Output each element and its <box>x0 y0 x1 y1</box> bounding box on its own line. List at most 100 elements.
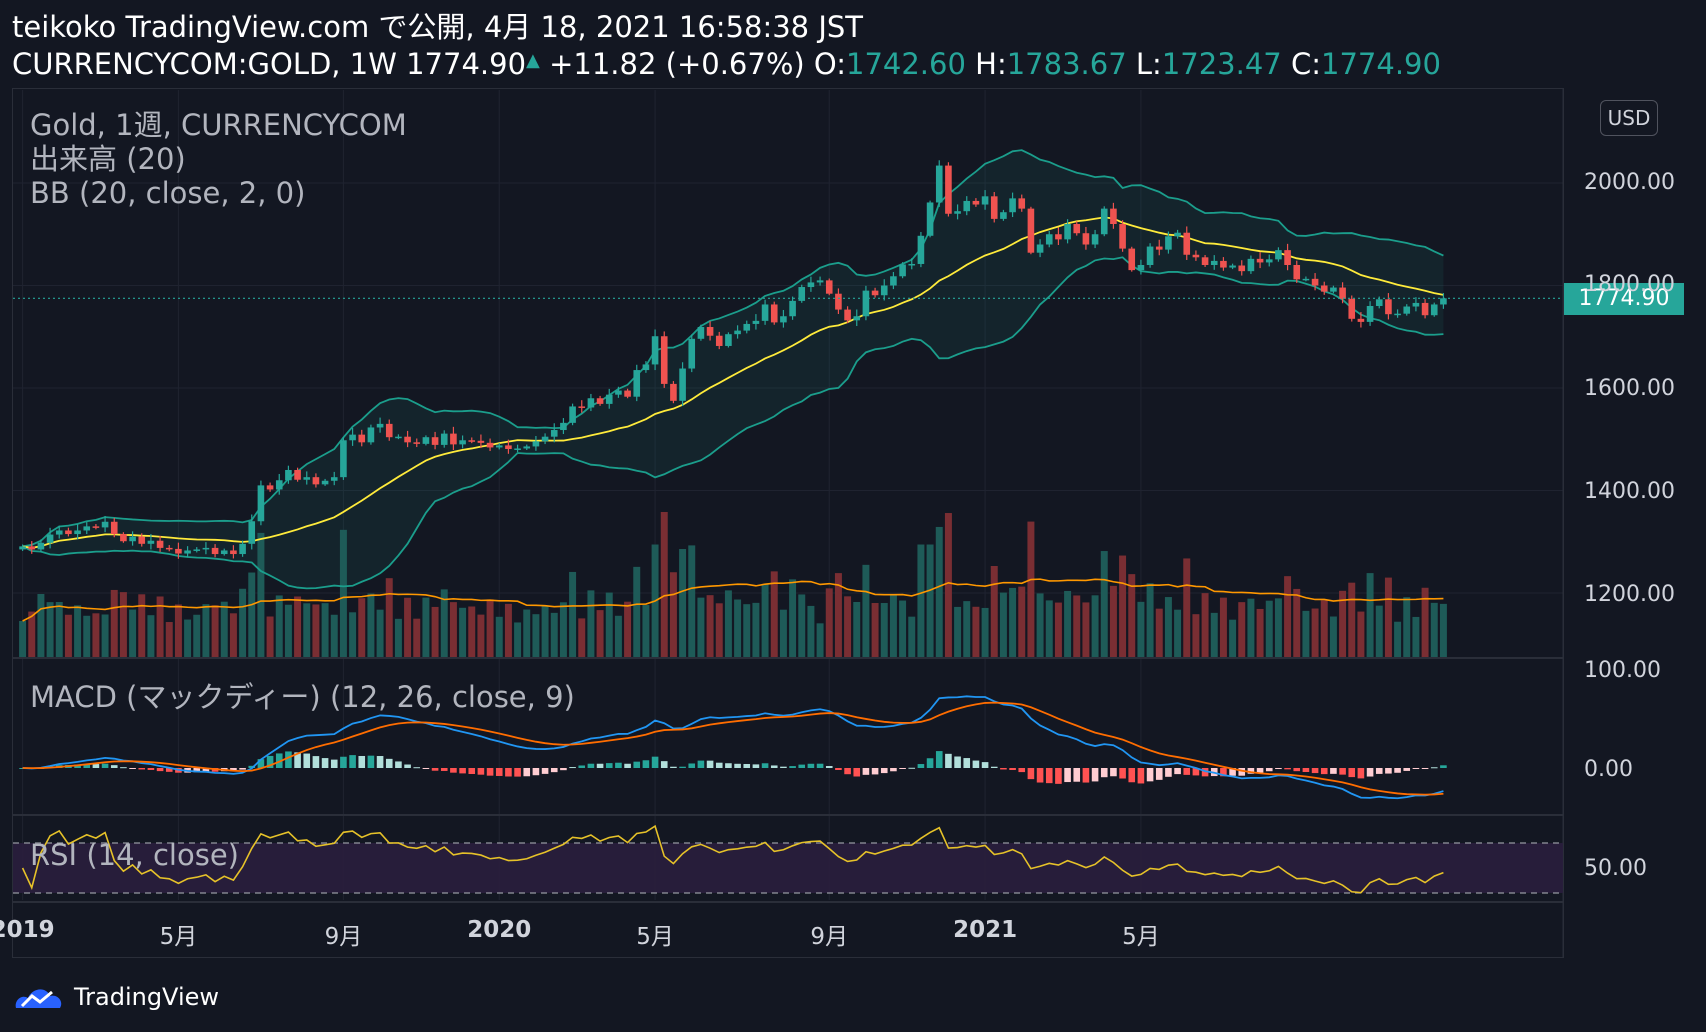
macd-histogram-bar <box>248 765 256 768</box>
macd-histogram-bar <box>486 768 494 776</box>
volume-bar <box>715 603 723 657</box>
candle-body <box>1440 298 1447 305</box>
volume-bar <box>404 597 412 657</box>
volume-bar <box>807 605 815 657</box>
volume-bar <box>1100 551 1108 657</box>
candle-body <box>1293 265 1301 280</box>
volume-bar <box>688 545 696 657</box>
volume-bar <box>1320 600 1328 657</box>
candle-body <box>1210 260 1218 265</box>
macd-histogram-bar <box>596 763 604 768</box>
macd-histogram-bar <box>725 763 732 768</box>
volume-bar <box>1229 619 1237 657</box>
macd-histogram-bar <box>844 768 851 775</box>
volume-bar <box>908 616 916 657</box>
macd-histogram-bar <box>624 763 631 768</box>
macd-histogram-bar <box>1385 768 1392 774</box>
volume-bar <box>1421 587 1429 657</box>
candle-body <box>257 485 265 522</box>
footer[interactable]: TradingView <box>12 980 219 1014</box>
legend-volume: 出来高 (20) <box>30 142 186 176</box>
volume-bar <box>559 602 567 657</box>
publish-info: teikoko TradingView.com で公開, 4月 18, 2021… <box>12 10 864 44</box>
volume-bar <box>1082 602 1090 657</box>
candle-body <box>1018 198 1026 209</box>
macd-histogram-bar <box>440 768 448 771</box>
volume-bar <box>101 614 109 657</box>
volume-bar <box>954 606 962 657</box>
candle-body <box>138 536 146 544</box>
volume-bar <box>1192 614 1200 657</box>
macd-histogram-bar <box>285 751 292 768</box>
volume-bar <box>394 618 402 657</box>
macd-histogram-bar <box>459 768 466 774</box>
candle-body <box>688 338 696 369</box>
volume-bar <box>569 571 577 657</box>
macd-histogram-bar <box>706 760 714 768</box>
candle-body <box>422 437 430 444</box>
macd-histogram-bar <box>835 768 842 771</box>
macd-histogram-bar <box>981 762 989 768</box>
candle-body <box>321 480 329 485</box>
time-axis-label: 5月 <box>1122 924 1160 950</box>
candle-body <box>578 406 586 408</box>
macd-histogram-bar <box>266 755 274 768</box>
price-tick: 1800.00 <box>1584 272 1675 297</box>
macd-histogram-bar <box>660 761 668 768</box>
volume-bar <box>1302 610 1310 657</box>
price-tick: 1600.00 <box>1584 376 1675 401</box>
macd-histogram-bar <box>495 768 503 776</box>
volume-bar <box>138 594 146 657</box>
low-value: 1723.47 <box>1161 47 1282 81</box>
candle-body <box>175 548 182 554</box>
time-axis-label: 5月 <box>636 924 674 950</box>
candle-body <box>963 200 971 212</box>
volume-bar <box>1412 616 1420 657</box>
volume-bar <box>1210 612 1218 657</box>
candle-body <box>596 398 604 404</box>
candle-body <box>1155 246 1163 250</box>
volume-bar <box>385 578 393 657</box>
volume-bar <box>1164 597 1172 657</box>
macd-histogram-bar <box>1082 768 1090 783</box>
volume-bar <box>990 565 998 657</box>
macd-histogram-bar <box>670 766 677 768</box>
candle-body <box>862 290 870 317</box>
candle-body <box>486 442 494 448</box>
candle-body <box>1238 265 1246 272</box>
macd-histogram-bar <box>578 765 586 768</box>
macd-histogram-bar <box>890 768 897 772</box>
macd-histogram-bar <box>569 767 576 769</box>
macd-histogram-bar <box>1064 768 1071 783</box>
macd-histogram-bar <box>807 763 815 768</box>
candle-body <box>890 276 897 286</box>
candle-body <box>413 442 421 444</box>
volume-bar <box>1339 590 1347 657</box>
volume-bar <box>459 607 467 657</box>
volume-bar <box>779 609 787 657</box>
candle-body <box>1357 318 1365 322</box>
volume-bar <box>1091 595 1099 657</box>
volume-bar <box>449 602 457 657</box>
macd-histogram-bar <box>101 763 109 768</box>
candle-body <box>65 530 72 535</box>
macd-histogram-bar <box>1100 768 1108 778</box>
candle-body <box>642 364 650 371</box>
macd-histogram-bar <box>587 763 595 768</box>
volume-bar <box>193 614 201 657</box>
candle-body <box>110 521 118 535</box>
macd-histogram-bar <box>1229 768 1236 776</box>
candle-body <box>807 282 815 288</box>
candle-body <box>926 202 934 236</box>
candle-body <box>184 550 191 554</box>
volume-bar <box>184 619 192 657</box>
volume-bar <box>1439 603 1447 657</box>
candle-body <box>1412 302 1420 307</box>
currency-badge[interactable]: USD <box>1600 100 1658 136</box>
macd-histogram-bar <box>550 768 558 773</box>
macd-histogram-bar <box>312 756 320 768</box>
volume-bar <box>376 609 384 657</box>
candle-body <box>908 263 916 266</box>
macd-histogram-bar <box>431 768 439 771</box>
